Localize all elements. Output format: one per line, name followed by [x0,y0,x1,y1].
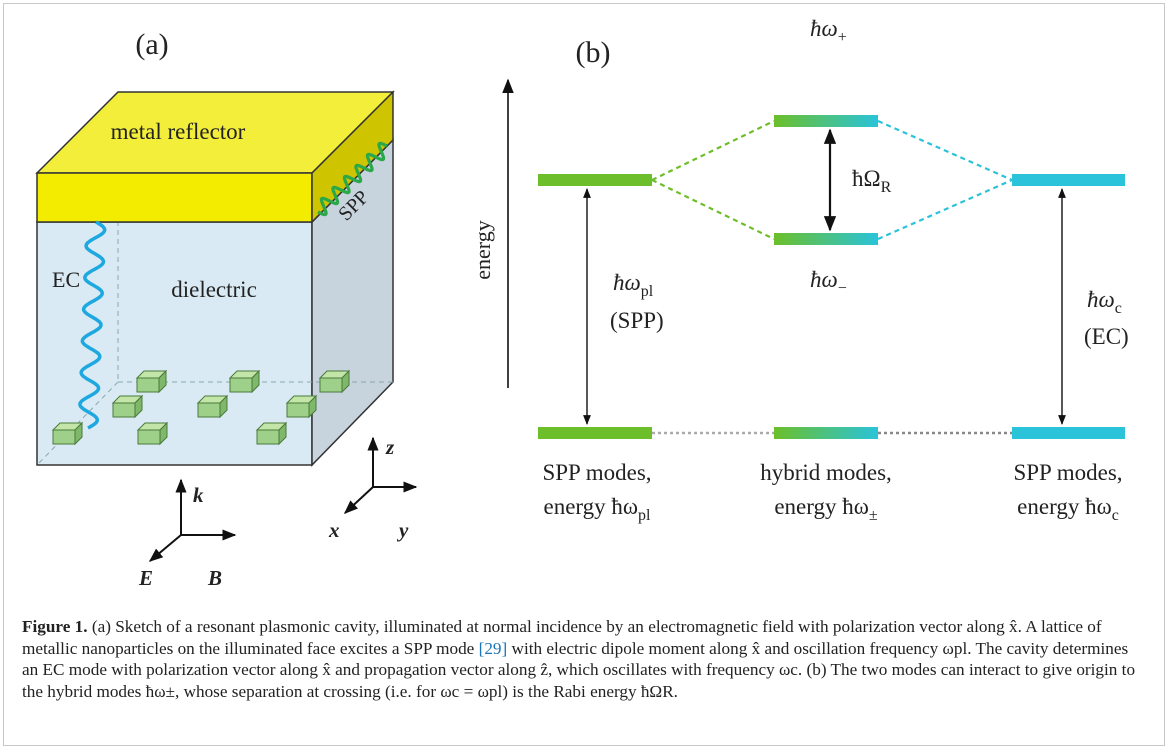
ec-label: EC [52,267,80,292]
nanoparticle [285,394,318,419]
spp-paren-label: (SPP) [610,308,664,333]
panel-b-label: (b) [576,36,611,69]
energy-axis-label: energy [470,220,495,279]
spp-to-upper-connector [651,120,775,181]
spp-to-lower-connector [651,179,775,240]
hybrid-ground-bar [774,427,878,439]
e-vector-label: E [138,566,153,590]
caption-text-1: (a) Sketch of a resonant plasmonic cavit… [22,617,1102,658]
nanoparticle [255,421,288,446]
nanoparticle [135,369,168,394]
ec-energy-label: ħωc [1087,287,1122,317]
panel-a-label: (a) [135,28,168,61]
coordinate-axes: z x y [328,435,418,542]
ec-level-bar [1012,174,1125,186]
bottom-mid-line2: energy ħω± [774,494,878,524]
ec-ground-bar [1012,427,1125,439]
upper-hybrid-level-bar [774,115,878,127]
bottom-right-line2: energy ħωc [1017,494,1119,524]
caption-label: Figure 1. [22,617,88,636]
caption-text-2: with electric dipole moment along x̂ and… [22,638,1136,701]
figure-caption: Figure 1. (a) Sketch of a resonant plasm… [22,616,1147,702]
e-vector-arrow [148,534,182,562]
nanoparticle [196,394,229,419]
panel-a: (a) metal reflector SPP EC dielectric z … [35,28,418,590]
bottom-right-line1: SPP modes, [1013,460,1122,485]
bottom-left-line1: SPP modes, [542,460,651,485]
lower-hybrid-level-bar [774,233,878,245]
nanoparticle [136,421,169,446]
y-axis-label: y [396,518,409,542]
z-axis-label: z [385,435,395,459]
ec-wave [78,220,107,430]
upper-to-ec-connector [877,119,1013,182]
x-axis-label: x [328,518,340,542]
field-vectors: k E B [138,478,237,590]
figure-graphic: (a) metal reflector SPP EC dielectric z … [35,16,1129,590]
ec-paren-label: (EC) [1084,324,1129,349]
nanoparticle [111,394,144,419]
nanoparticle [318,369,351,394]
bottom-left-line2: energy ħωpl [543,494,651,524]
spp-energy-label: ħωpl [613,270,654,300]
bottom-mid-line1: hybrid modes, [760,460,892,485]
spp-level-bar [538,174,652,186]
lower-to-ec-connector [877,178,1013,241]
upper-hybrid-label: ħω+ [810,16,847,46]
panel-b: (b) energy ħω+ ħΩR ħω− ħωpl (SPP) ħωc (E… [470,16,1129,524]
b-vector-label: B [207,566,222,590]
metal-front [36,172,313,223]
spp-ground-bar [538,427,652,439]
x-axis-arrow [343,486,374,514]
k-vector-label: k [193,483,204,507]
nanoparticle [51,421,84,446]
nanoparticle-lattice [51,369,351,446]
spp-wave [317,141,388,217]
dielectric-label: dielectric [171,277,257,302]
rabi-label: ħΩR [852,166,892,196]
nanoparticle [228,369,261,394]
lower-hybrid-label: ħω− [810,267,847,297]
metal-reflector-label: metal reflector [111,119,246,144]
caption-ref-link[interactable]: [29] [478,638,508,658]
